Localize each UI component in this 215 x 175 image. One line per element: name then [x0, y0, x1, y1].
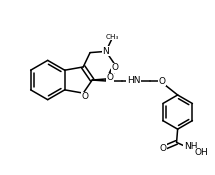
Text: OH: OH [195, 148, 209, 157]
Text: O: O [106, 73, 113, 82]
Text: O: O [82, 92, 89, 102]
Text: N: N [103, 47, 109, 56]
Text: NH: NH [184, 142, 197, 150]
Text: HN: HN [127, 76, 140, 85]
Text: CH₃: CH₃ [105, 34, 119, 40]
Text: O: O [159, 144, 166, 153]
Text: O: O [112, 63, 118, 72]
Text: O: O [159, 77, 166, 86]
